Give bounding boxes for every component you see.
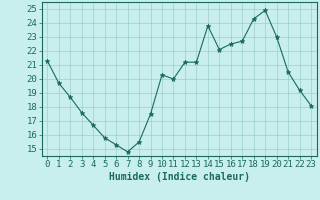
X-axis label: Humidex (Indice chaleur): Humidex (Indice chaleur) bbox=[109, 172, 250, 182]
